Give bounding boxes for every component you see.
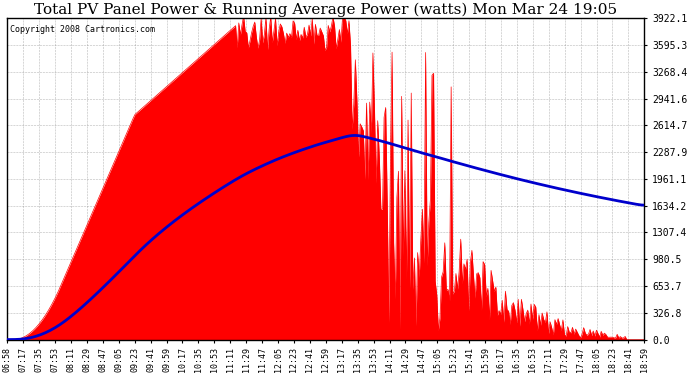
Title: Total PV Panel Power & Running Average Power (watts) Mon Mar 24 19:05: Total PV Panel Power & Running Average P… xyxy=(34,3,618,17)
Text: Copyright 2008 Cartronics.com: Copyright 2008 Cartronics.com xyxy=(10,25,155,34)
